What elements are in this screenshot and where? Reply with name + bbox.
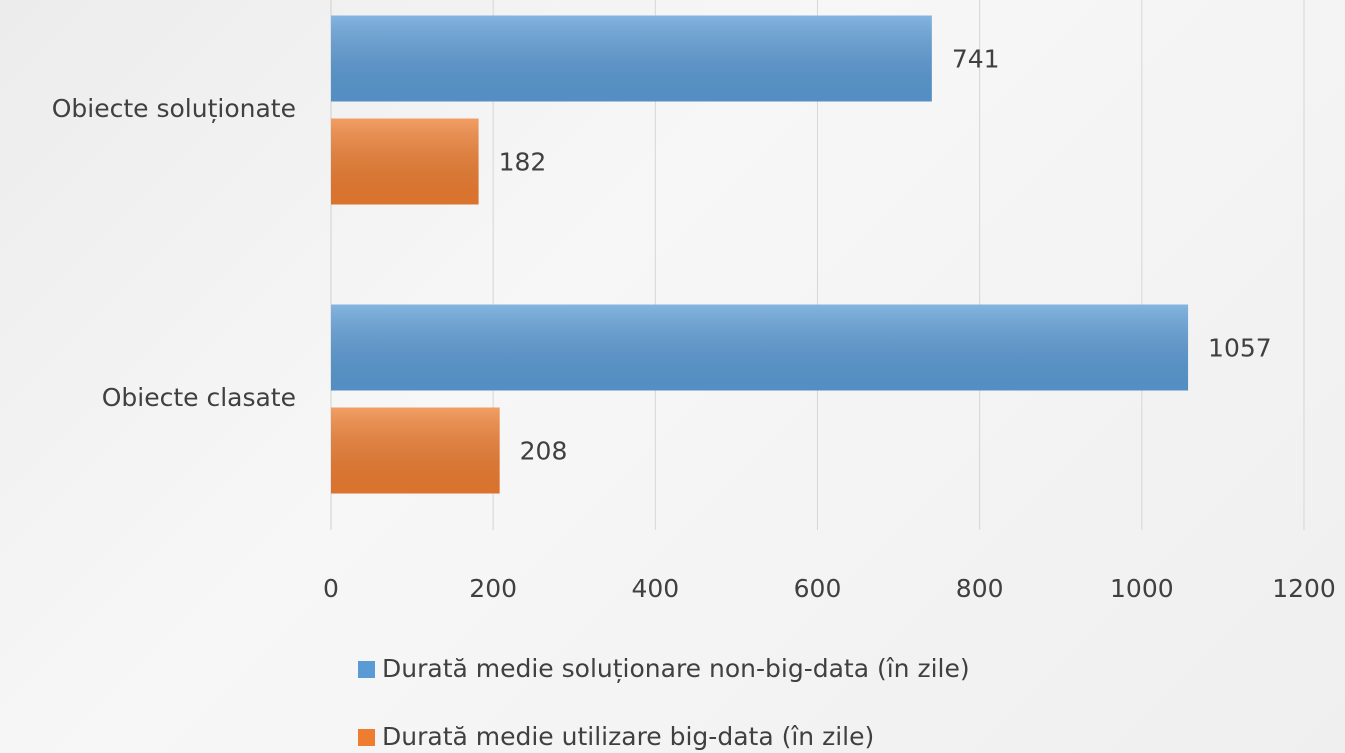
x-tick-label: 800 [956,574,1004,603]
legend-swatch [358,661,375,678]
legend-swatch [358,729,375,746]
x-tick-label: 0 [323,574,339,603]
data-label: 208 [520,437,568,466]
x-tick-label: 400 [631,574,679,603]
data-label: 1057 [1208,334,1272,363]
bar-shine [331,407,500,494]
legend-label: Durată medie soluționare non-big-data (î… [382,654,970,683]
legend-label: Durată medie utilizare big-data (în zile… [382,722,874,751]
x-tick-label: 1200 [1272,574,1336,603]
data-label: 741 [952,45,1000,74]
y-tick-label: Obiecte soluționate [52,94,296,123]
bar-shine [331,15,932,102]
data-label: 182 [499,148,547,177]
x-tick-label: 1000 [1110,574,1174,603]
y-tick-label: Obiecte clasate [102,383,296,412]
x-tick-label: 200 [469,574,517,603]
bar-shine [331,304,1189,391]
bar-shine [331,118,479,205]
x-tick-label: 600 [794,574,842,603]
